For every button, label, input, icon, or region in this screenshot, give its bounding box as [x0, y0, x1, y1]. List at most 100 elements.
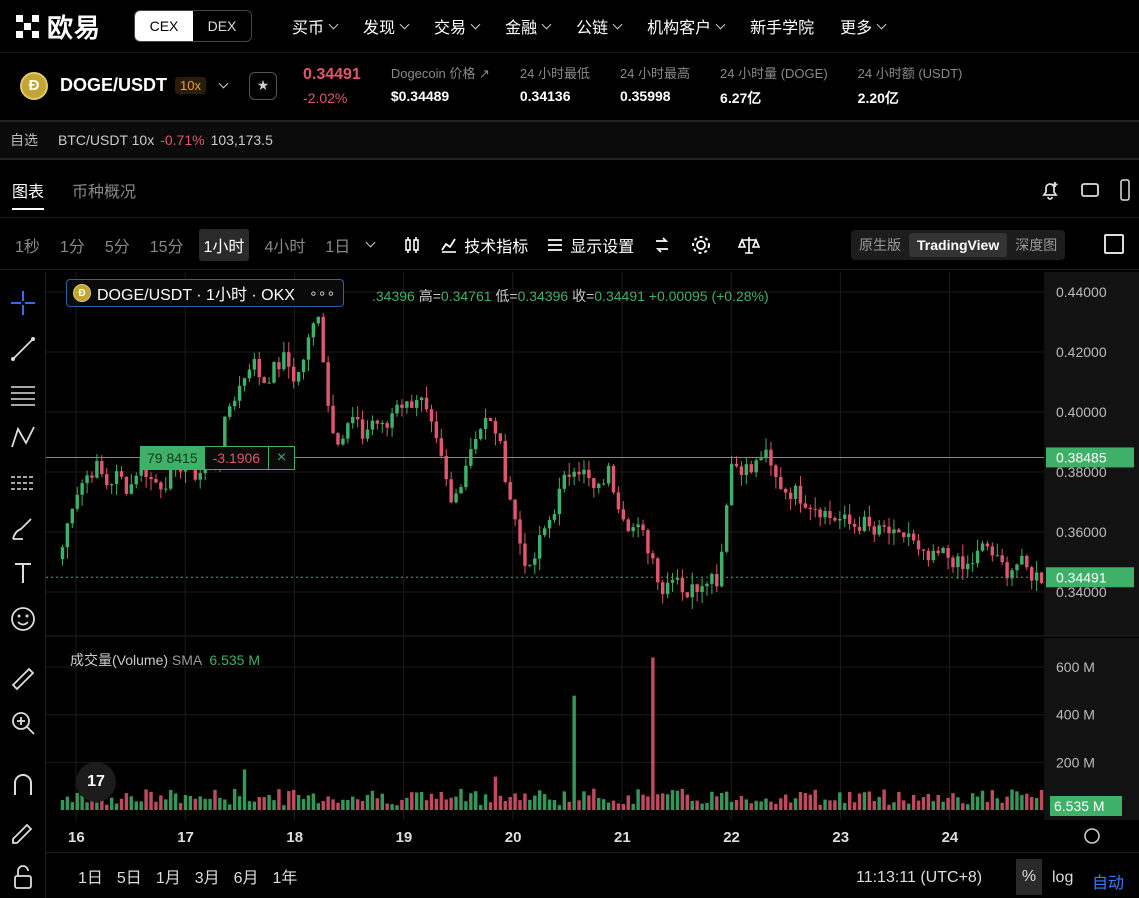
line-editor-close-icon[interactable]: ×	[268, 447, 295, 469]
magnet-icon[interactable]	[8, 770, 38, 800]
trendline-icon[interactable]	[8, 334, 38, 364]
fullscreen-icon[interactable]	[1104, 234, 1124, 254]
scrollbar-icon[interactable]	[1119, 179, 1131, 201]
volume-sma-label: SMA	[171, 652, 202, 668]
ruler-icon[interactable]	[8, 664, 38, 694]
horizontal-line-editor[interactable]: 79 8415 -3.1906 ×	[140, 446, 296, 470]
tab-coin-overview[interactable]: 币种概况	[72, 183, 137, 201]
okx-logo[interactable]: 欧易	[16, 8, 101, 45]
emoji-icon[interactable]	[8, 604, 38, 634]
candlestick-chart[interactable]: 0.44000 0.42000 0.40000 0.38000 0.36000 0.340…	[46, 272, 1139, 852]
volume-bar	[164, 799, 168, 810]
log-toggle[interactable]: log	[1052, 869, 1074, 886]
indicators-button[interactable]: 技术指标	[440, 233, 528, 257]
projection-icon[interactable]	[8, 468, 38, 498]
more-timeframes-chevron-icon[interactable]	[365, 237, 376, 248]
display-settings-button[interactable]: 显示设置	[546, 233, 634, 257]
timeframe-0[interactable]: 1秒	[15, 238, 40, 256]
pair-name[interactable]: DOGE/USDT	[60, 75, 168, 95]
replay-icon[interactable]	[652, 235, 672, 255]
nav-item[interactable]: 机构客户	[647, 14, 726, 38]
timeframe-4[interactable]: 1小时	[198, 228, 250, 261]
chart-legend[interactable]: Ð DOGE/USDT · 1小时 · OKX ∘∘∘	[66, 279, 345, 307]
nav-item[interactable]: 买币	[292, 14, 339, 38]
leverage-badge: 10x	[175, 77, 206, 94]
chevron-down-icon	[328, 19, 339, 29]
candle-body	[149, 477, 153, 480]
volume-bar	[641, 794, 645, 810]
range-2[interactable]: 1月	[155, 869, 181, 887]
volume-bar	[429, 793, 434, 810]
pattern-icon[interactable]	[8, 422, 38, 452]
volume-bar	[508, 796, 512, 810]
tradingview-logo-icon[interactable]: 17	[76, 762, 116, 802]
volume-bar	[966, 804, 970, 810]
timeframe-6[interactable]: 1日	[325, 238, 351, 256]
range-5[interactable]: 1年	[272, 869, 298, 887]
volume-bar	[242, 769, 247, 810]
legend-more-icon[interactable]: ∘∘∘	[308, 284, 336, 301]
ticker-stat: 24 小时额 (USDT) 2.20亿	[858, 63, 963, 108]
clock[interactable]: 11:13:11 (UTC+8)	[856, 869, 983, 886]
candle-body	[956, 556, 960, 568]
volume-bar	[1029, 797, 1034, 810]
volume-bar	[316, 803, 321, 810]
fib-lines-icon[interactable]	[8, 380, 38, 410]
nav-item[interactable]: 更多	[840, 14, 887, 38]
volume-bar	[85, 802, 89, 810]
range-0[interactable]: 1日	[78, 869, 103, 887]
alert-bell-icon[interactable]	[1039, 179, 1061, 201]
view-depth[interactable]: 深度图	[1015, 237, 1058, 253]
candle-body	[365, 429, 370, 439]
nav-item[interactable]: 新手学院	[750, 14, 814, 38]
dex-tab[interactable]: DEX	[207, 18, 237, 34]
candle-body	[1025, 555, 1029, 568]
cex-tab[interactable]: CEX	[135, 11, 194, 41]
pencil-lock-icon[interactable]	[8, 816, 38, 846]
range-4[interactable]: 6月	[233, 869, 259, 887]
lock-icon[interactable]	[8, 862, 38, 892]
candle-body	[852, 524, 857, 527]
timeframe-5[interactable]: 4小时	[264, 238, 306, 256]
nav-item[interactable]: 公链	[576, 14, 623, 38]
nav-item-label: 更多	[840, 20, 873, 37]
bottom-bar: 1日 5日 1月 3月 6月 1年 11:13:11 (UTC+8) % log 自动	[46, 852, 1139, 898]
window-icon[interactable]	[1079, 179, 1101, 201]
chevron-down-icon	[541, 19, 552, 29]
brush-icon[interactable]	[8, 514, 38, 544]
volume-tick-label: 600 M	[1056, 659, 1095, 675]
candle-body	[843, 514, 847, 519]
crosshair-icon[interactable]	[8, 288, 38, 318]
gear-icon[interactable]	[690, 234, 712, 256]
view-tradingview[interactable]: TradingView	[909, 233, 1008, 257]
volume-bar	[252, 801, 257, 810]
percent-toggle[interactable]: %	[1016, 859, 1042, 895]
candle-type-icon[interactable]	[402, 235, 422, 255]
zoom-in-icon[interactable]	[8, 708, 38, 738]
candle-body	[100, 460, 104, 475]
volume-sma-tag	[1050, 796, 1122, 816]
nav-item[interactable]: 发现	[363, 14, 410, 38]
range-3[interactable]: 3月	[194, 869, 220, 887]
favorite-star-icon[interactable]: ★	[248, 71, 277, 100]
candle-body	[690, 584, 694, 598]
compare-scale-icon[interactable]	[738, 234, 761, 256]
timeframe-2[interactable]: 5分	[104, 238, 130, 256]
pair-chevron-down-icon[interactable]	[218, 78, 229, 89]
favorites-label[interactable]: 自选	[10, 132, 38, 148]
timeframe-3[interactable]: 15分	[149, 238, 184, 256]
auto-toggle[interactable]: 自动	[1092, 875, 1125, 892]
tab-chart[interactable]: 图表	[12, 162, 45, 218]
fav-pair[interactable]: BTC/USDT 10x	[58, 132, 155, 148]
volume-bar	[557, 805, 562, 810]
view-native[interactable]: 原生版	[859, 237, 901, 253]
text-tool-icon[interactable]	[8, 558, 38, 588]
candle-body	[828, 511, 832, 518]
candle-body	[272, 362, 276, 383]
nav-item[interactable]: 交易	[434, 14, 481, 38]
candle-body	[587, 469, 591, 479]
range-1[interactable]: 5日	[116, 869, 142, 887]
volume-bar	[282, 805, 286, 810]
timeframe-1[interactable]: 1分	[59, 238, 85, 256]
nav-item[interactable]: 金融	[505, 14, 552, 38]
